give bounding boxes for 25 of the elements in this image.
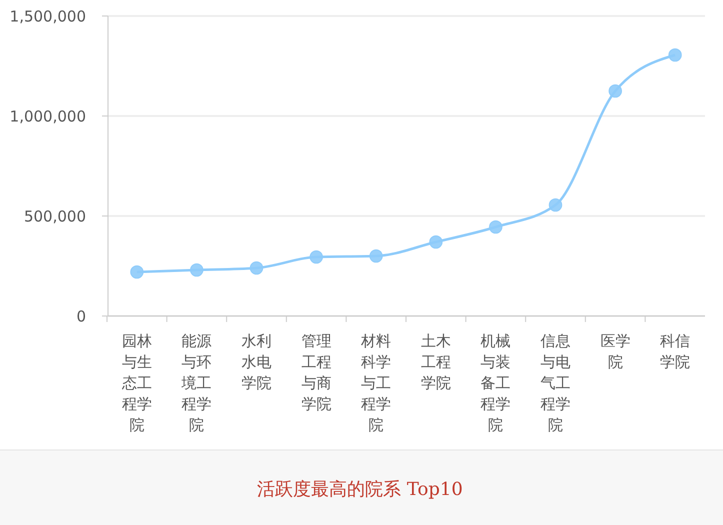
x-tick-label: 科信学院 [660,332,690,371]
point [429,235,443,249]
point [668,48,682,62]
y-tick-label: 0 [76,307,86,326]
y-tick-label: 500,000 [24,207,86,226]
x-tick-label: 园林与生态工程学院 [120,332,152,434]
point [190,263,204,277]
x-tick-label: 管理工程与商学院 [301,332,332,413]
point [548,198,562,212]
point [489,220,502,234]
x-tick-label: 土木工程学院 [420,332,451,392]
x-tick-label: 水利水电学院 [242,332,272,392]
y-tick-label: 1,500,000 [10,7,86,26]
x-tick-label: 机械与装备工程学院 [480,332,511,434]
x-tick-label: 信息与电气工程学院 [540,332,570,434]
y-tick-label: 1,000,000 [10,107,86,126]
text: 活跃度最高的院系 Top10 [257,479,463,500]
point [369,249,383,263]
point [130,265,144,279]
point [608,84,622,98]
x-tick-label: 能源与环境工程学院 [180,332,212,434]
x-tick-label: 医学院 [600,332,630,371]
x-tick-label: 材料科学与工程学院 [360,332,392,434]
point [250,261,264,275]
point [310,250,323,264]
